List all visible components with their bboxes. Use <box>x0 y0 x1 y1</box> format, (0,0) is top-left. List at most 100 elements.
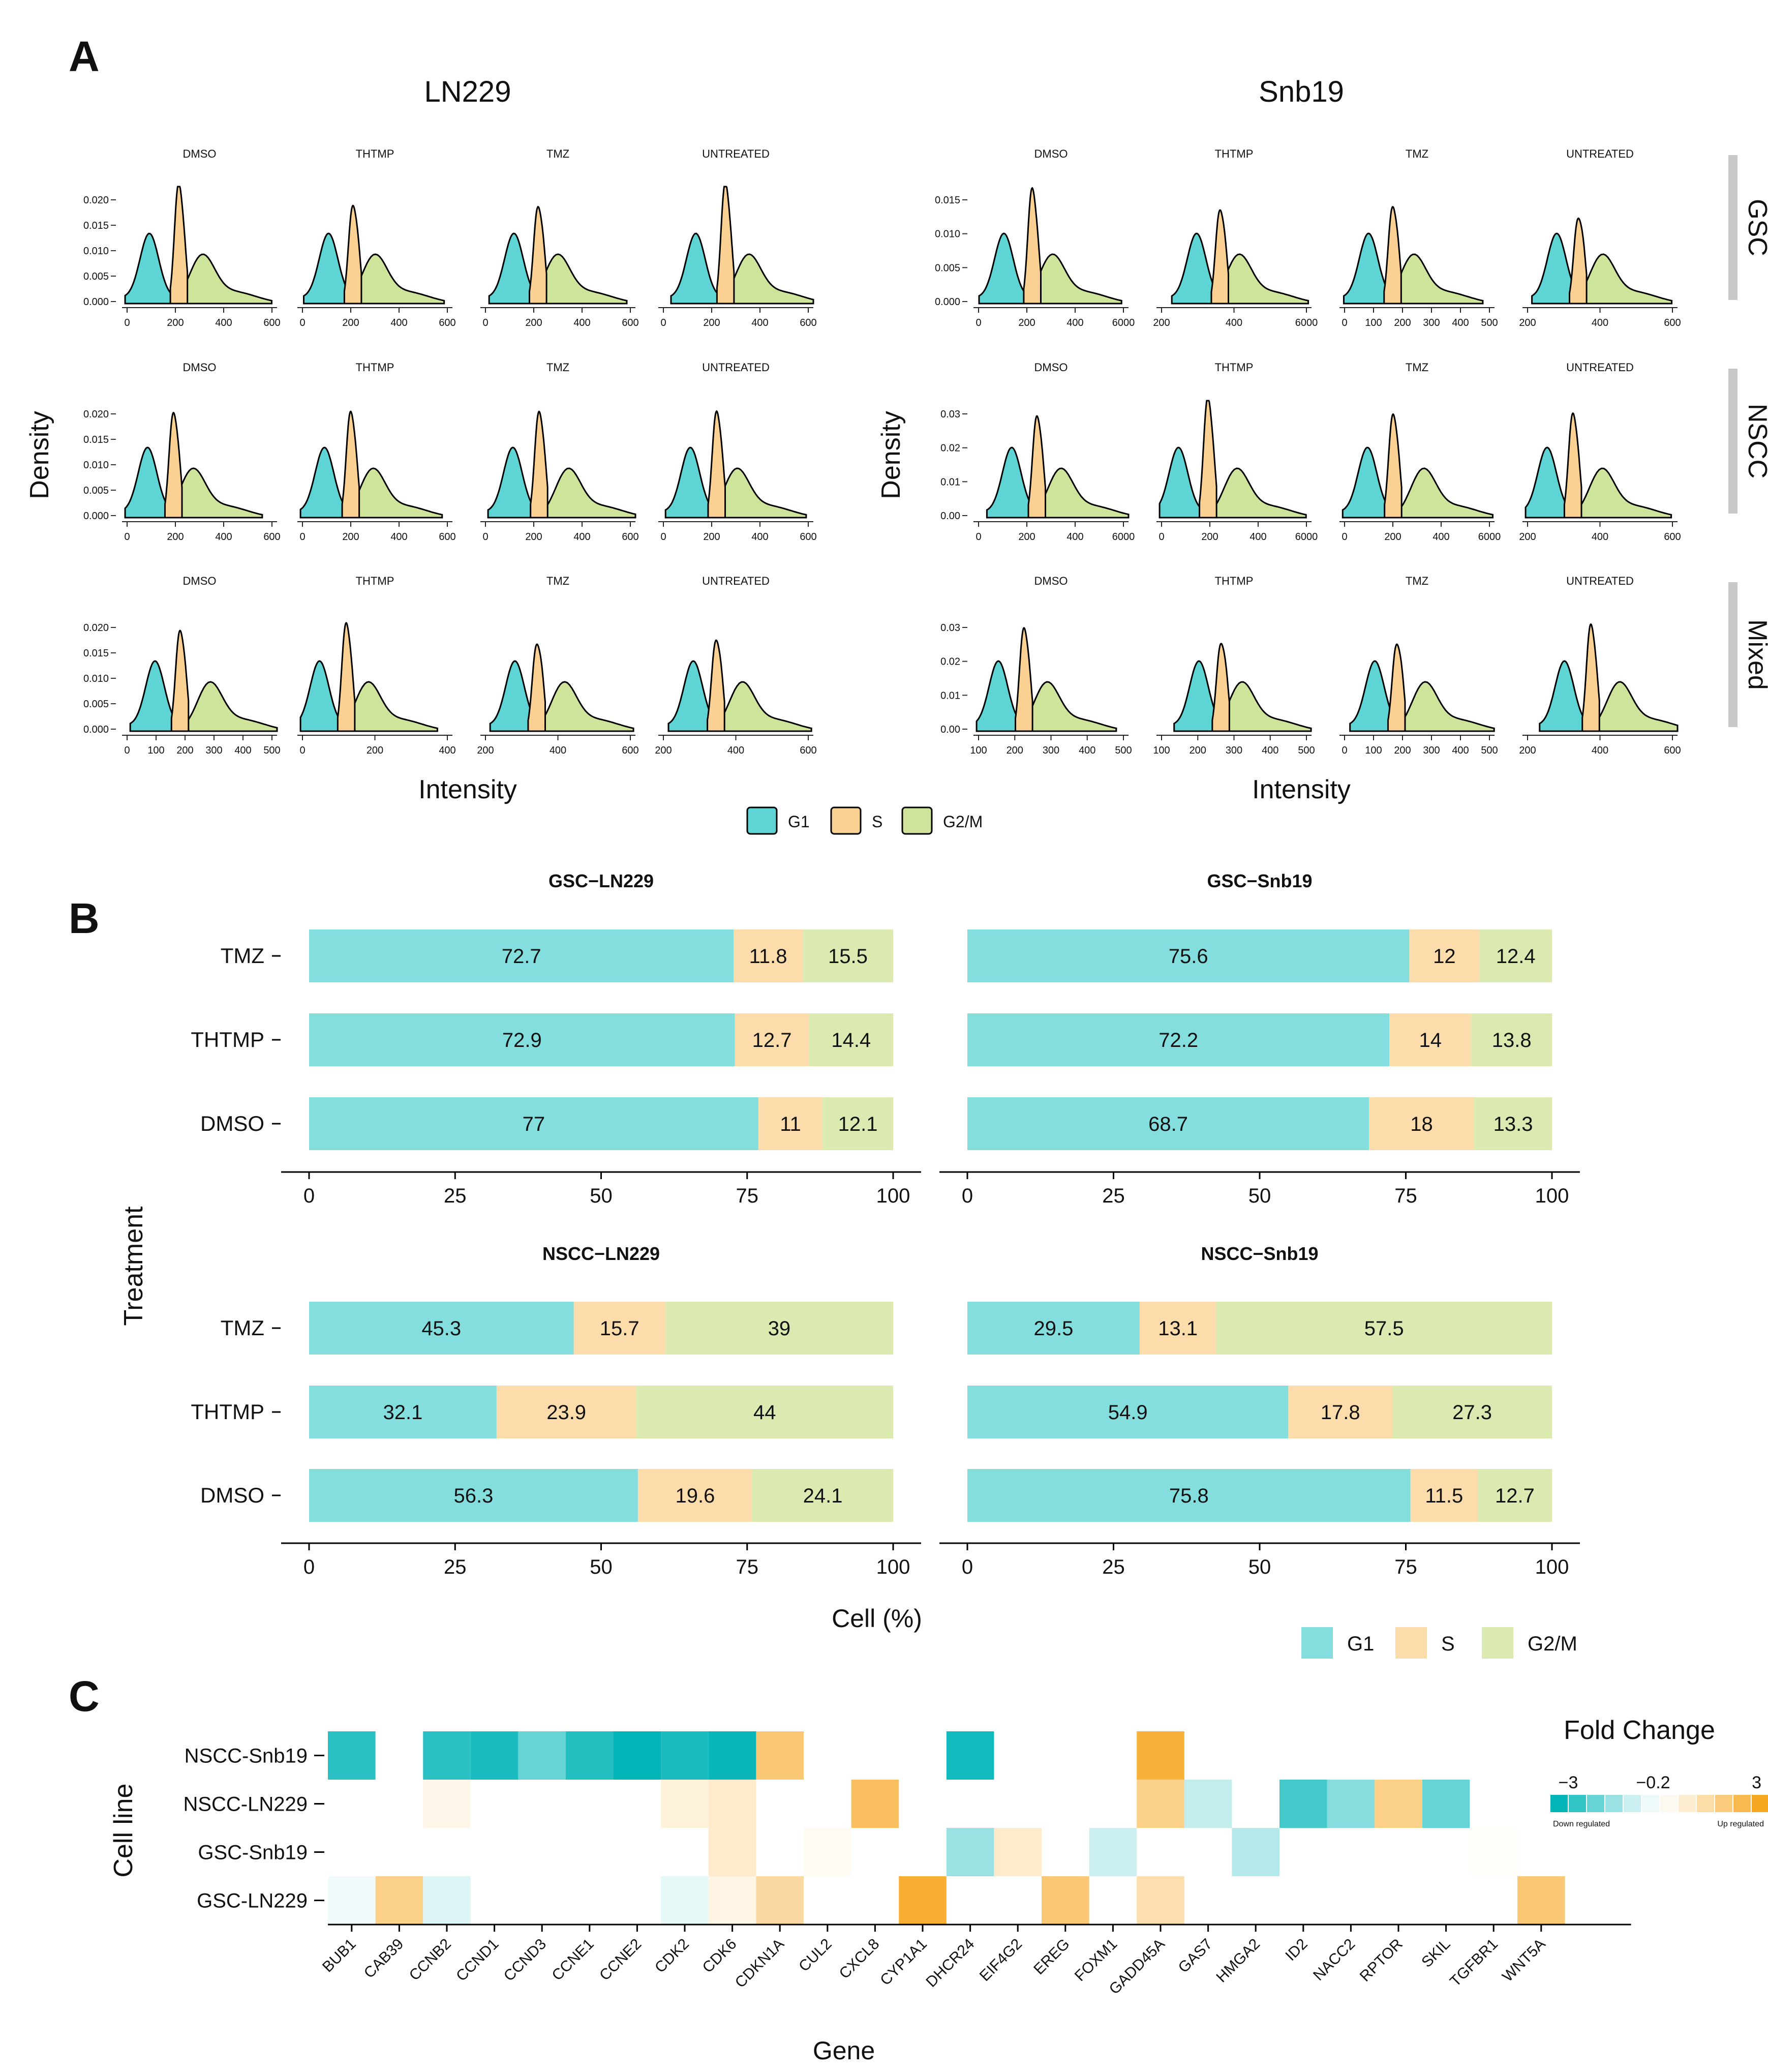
x-tick-label: 25 <box>1102 1556 1125 1578</box>
legend-title: Fold Change <box>1564 1716 1715 1745</box>
facet-strip-label: DMSO <box>1034 361 1068 374</box>
facet-strip-label: THTMP <box>1215 147 1254 160</box>
x-tick-label: 0 <box>482 317 488 328</box>
heatmap-cell <box>328 1731 376 1780</box>
x-tick-label: 200 <box>1153 317 1170 328</box>
bar-value-label: 18 <box>1410 1113 1433 1135</box>
facet-strip-label: DMSO <box>183 361 217 374</box>
x-tick-label: 200 <box>167 531 184 543</box>
facet-strip-label: DMSO <box>183 575 217 587</box>
bar-value-label: 54.9 <box>1108 1401 1148 1424</box>
x-tick-label: 600 <box>800 317 816 328</box>
heatmap-cell <box>423 1780 471 1828</box>
legend-swatch <box>1395 1627 1427 1659</box>
x-tick-label: 400 <box>1452 745 1469 756</box>
y-tick-label: NSCC-Snb19 <box>185 1745 308 1767</box>
x-tick-label: 200 <box>1018 531 1035 543</box>
bar-value-label: 72.2 <box>1159 1029 1198 1052</box>
density-g2m <box>1224 253 1309 305</box>
facet-strip-label: THTMP <box>356 575 394 587</box>
x-tick-label: 400 <box>1432 531 1449 543</box>
bar-value-label: 72.7 <box>502 945 541 968</box>
x-tick-label: 0 <box>1342 317 1347 328</box>
density-g2m <box>730 253 814 305</box>
x-tick-label: 200 <box>1519 531 1536 543</box>
x-tick-label: BUB1 <box>319 1936 359 1976</box>
bar-g1 <box>967 1097 1369 1150</box>
bar-g1 <box>309 1469 638 1522</box>
bar-value-label: 68.7 <box>1148 1113 1188 1135</box>
x-tick-label: 500 <box>1481 745 1498 756</box>
bar-s <box>1369 1097 1475 1150</box>
x-tick-label: 200 <box>525 531 542 543</box>
x-tick-label: 50 <box>590 1185 613 1207</box>
density-g2m <box>1397 253 1484 305</box>
bar-value-label: 13.1 <box>1158 1317 1198 1340</box>
density-g2m <box>1041 467 1130 519</box>
row-strip-label: NSCC <box>1743 404 1768 478</box>
bar-g2m <box>802 929 893 982</box>
legend-color-step <box>1605 1795 1623 1812</box>
legend-label: S <box>872 813 882 831</box>
y-tick-label: 0.00 <box>940 511 960 522</box>
x-tick-label: WNT5A <box>1499 1936 1549 1986</box>
x-tick-label: 600 <box>1664 317 1681 328</box>
x-tick-label: 400 <box>1592 317 1608 328</box>
bar-value-label: 14.4 <box>831 1029 871 1052</box>
x-tick-label: 200 <box>1384 531 1401 543</box>
x-tick-label: 400 <box>1249 531 1266 543</box>
heatmap-cell <box>375 1876 423 1925</box>
bar-g2m <box>1479 929 1552 982</box>
facet-strip-label: THTMP <box>356 361 394 374</box>
bar-value-label: 72.9 <box>502 1029 542 1052</box>
x-tick-label: CAB39 <box>361 1936 407 1982</box>
x-tick-label: CCNE2 <box>596 1936 645 1984</box>
y-tick-label: GSC-LN229 <box>197 1890 308 1912</box>
y-tick-label: NSCC-LN229 <box>183 1793 308 1816</box>
x-tick-label: 6000 <box>1295 531 1318 543</box>
density-g1 <box>1525 446 1570 519</box>
density-s <box>343 204 362 305</box>
y-tick-label: DMSO <box>200 1483 264 1507</box>
bar-value-label: 77 <box>523 1113 545 1135</box>
facet-strip-label: UNTREATED <box>1566 575 1634 587</box>
density-g1 <box>670 232 723 305</box>
heatmap-cell <box>518 1731 566 1780</box>
heatmap-cell <box>708 1731 756 1780</box>
heatmap-cell <box>708 1876 756 1925</box>
x-tick-label: 50 <box>1248 1556 1271 1578</box>
x-tick-label: 100 <box>1535 1185 1569 1207</box>
heatmap-cell <box>328 1876 376 1925</box>
x-tick-label: 400 <box>439 745 455 756</box>
bar-value-label: 75.8 <box>1169 1485 1209 1507</box>
legend-swatch <box>830 806 862 835</box>
facet-strip-label: THTMP <box>356 147 394 160</box>
facet-strip-label: UNTREATED <box>702 361 770 374</box>
x-axis-label: Intensity <box>418 775 517 804</box>
bar-value-label: 14 <box>1419 1029 1442 1052</box>
x-tick-label: 50 <box>590 1556 613 1578</box>
bar-value-label: 27.3 <box>1452 1401 1492 1424</box>
x-tick-label: 75 <box>736 1185 759 1207</box>
heatmap-cell <box>756 1731 804 1780</box>
x-tick-label: 200 <box>655 745 672 756</box>
x-axis-label: Cell (%) <box>832 1604 922 1633</box>
x-tick-label: 500 <box>1298 745 1315 756</box>
bar-value-label: 57.5 <box>1364 1317 1404 1340</box>
x-tick-label: CDK6 <box>699 1936 740 1976</box>
heatmap-cell <box>851 1780 899 1828</box>
row-strip-label: Mixed <box>1743 619 1768 690</box>
density-s <box>1384 413 1403 519</box>
y-tick-label: GSC-Snb19 <box>198 1842 308 1864</box>
y-tick-label: 0.010 <box>83 673 109 684</box>
density-g1 <box>303 232 350 305</box>
density-g1 <box>129 660 177 732</box>
heatmap-cell <box>1089 1828 1137 1876</box>
y-tick-label: 0.010 <box>935 229 960 240</box>
x-tick-label: 25 <box>1102 1185 1125 1207</box>
x-tick-label: 200 <box>1519 317 1536 328</box>
bar-s <box>573 1302 665 1355</box>
x-tick-label: 100 <box>876 1185 910 1207</box>
x-tick-label: 400 <box>1066 317 1083 328</box>
facet-title: GSC−LN229 <box>548 870 654 891</box>
